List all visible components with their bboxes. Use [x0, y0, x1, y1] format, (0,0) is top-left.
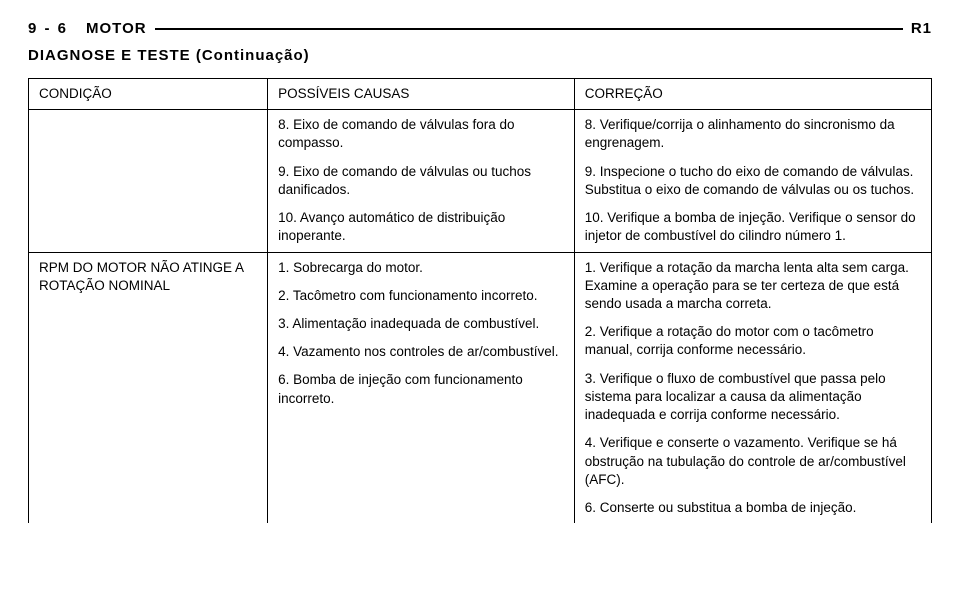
- page-number: 9 - 6: [28, 20, 68, 37]
- cell-corrections: 8. Verifique/corrija o alinhamento do si…: [574, 110, 931, 252]
- section-subtitle: DIAGNOSE E TESTE (Continuação): [28, 47, 932, 64]
- cause-item: 6. Bomba de injeção com funcionamento in…: [278, 371, 564, 407]
- correction-item: 3. Verifique o fluxo de combustível que …: [585, 370, 921, 425]
- table-row: RPM DO MOTOR NÃO ATINGE A ROTAÇÃO NOMINA…: [29, 252, 932, 523]
- correction-item: 4. Verifique e conserte o vazamento. Ver…: [585, 434, 921, 489]
- cell-condition: RPM DO MOTOR NÃO ATINGE A ROTAÇÃO NOMINA…: [29, 252, 268, 523]
- cause-item: 2. Tacômetro com funcionamento incorreto…: [278, 287, 564, 305]
- cell-causes: 1. Sobrecarga do motor. 2. Tacômetro com…: [268, 252, 575, 523]
- diagnosis-table: CONDIÇÃO POSSÍVEIS CAUSAS CORREÇÃO 8. Ei…: [28, 78, 932, 523]
- header-rule: [155, 28, 903, 30]
- correction-item: 6. Conserte ou substitua a bomba de inje…: [585, 499, 921, 517]
- cause-item: 8. Eixo de comando de válvulas fora do c…: [278, 116, 564, 152]
- cause-item: 10. Avanço automático de distribuição in…: [278, 209, 564, 245]
- cause-item: 4. Vazamento nos controles de ar/combust…: [278, 343, 564, 361]
- cause-item: 9. Eixo de comando de válvulas ou tuchos…: [278, 163, 564, 199]
- cause-item: 3. Alimentação inadequada de combustível…: [278, 315, 564, 333]
- col-header-causes: POSSÍVEIS CAUSAS: [268, 79, 575, 110]
- page-header: 9 - 6 MOTOR R1: [28, 20, 932, 37]
- table-header-row: CONDIÇÃO POSSÍVEIS CAUSAS CORREÇÃO: [29, 79, 932, 110]
- cell-corrections: 1. Verifique a rotação da marcha lenta a…: [574, 252, 931, 523]
- cause-item: 1. Sobrecarga do motor.: [278, 259, 564, 277]
- cell-condition: [29, 110, 268, 252]
- correction-item: 9. Inspecione o tucho do eixo de comando…: [585, 163, 921, 199]
- correction-item: 2. Verifique a rotação do motor com o ta…: [585, 323, 921, 359]
- cell-causes: 8. Eixo de comando de válvulas fora do c…: [268, 110, 575, 252]
- header-title: MOTOR: [86, 20, 147, 37]
- correction-item: 8. Verifique/corrija o alinhamento do si…: [585, 116, 921, 152]
- correction-item: 10. Verifique a bomba de injeção. Verifi…: [585, 209, 921, 245]
- correction-item: 1. Verifique a rotação da marcha lenta a…: [585, 259, 921, 314]
- table-row: 8. Eixo de comando de válvulas fora do c…: [29, 110, 932, 252]
- col-header-correction: CORREÇÃO: [574, 79, 931, 110]
- header-right: R1: [911, 20, 932, 37]
- col-header-condition: CONDIÇÃO: [29, 79, 268, 110]
